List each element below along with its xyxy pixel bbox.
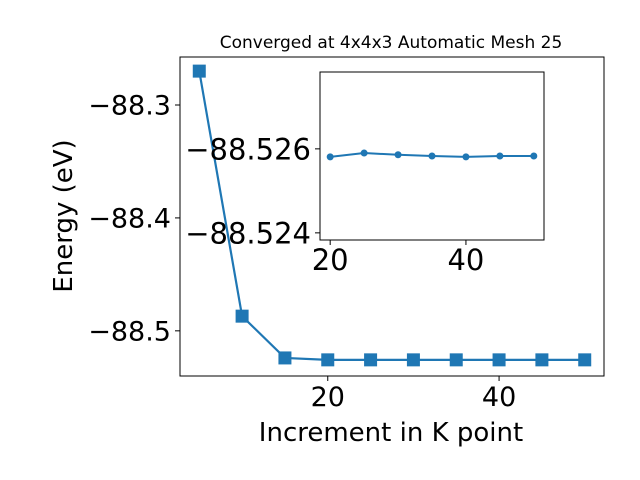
y-tick-label: −88.526: [185, 132, 311, 166]
marker: [578, 353, 592, 367]
marker: [394, 151, 402, 159]
y-axis-label: Energy (eV): [49, 139, 79, 292]
x-tick-label: 20: [312, 243, 349, 277]
x-tick-label: 40: [482, 382, 516, 413]
marker: [278, 351, 292, 365]
marker: [428, 152, 436, 160]
x-tick-label: 20: [311, 382, 345, 413]
y-tick-label: −88.524: [185, 216, 311, 250]
y-tick-label: −88.5: [88, 317, 171, 348]
series-line: [198, 70, 585, 361]
marker: [360, 149, 368, 157]
marker: [449, 353, 463, 367]
marker: [406, 353, 420, 367]
marker: [192, 64, 206, 78]
marker: [235, 309, 249, 323]
marker: [496, 152, 504, 160]
x-axis-label: Increment in K point: [259, 418, 523, 448]
chart-title: Converged at 4x4x3 Automatic Mesh 25: [220, 33, 563, 53]
marker: [535, 353, 549, 367]
marker: [530, 152, 538, 160]
y-tick-label: −88.4: [88, 204, 171, 235]
marker: [364, 353, 378, 367]
x-tick-label: 40: [447, 243, 484, 277]
marker: [462, 153, 470, 161]
marker: [492, 353, 506, 367]
marker: [326, 153, 334, 161]
y-tick-label: −88.3: [88, 91, 171, 122]
marker: [321, 353, 335, 367]
